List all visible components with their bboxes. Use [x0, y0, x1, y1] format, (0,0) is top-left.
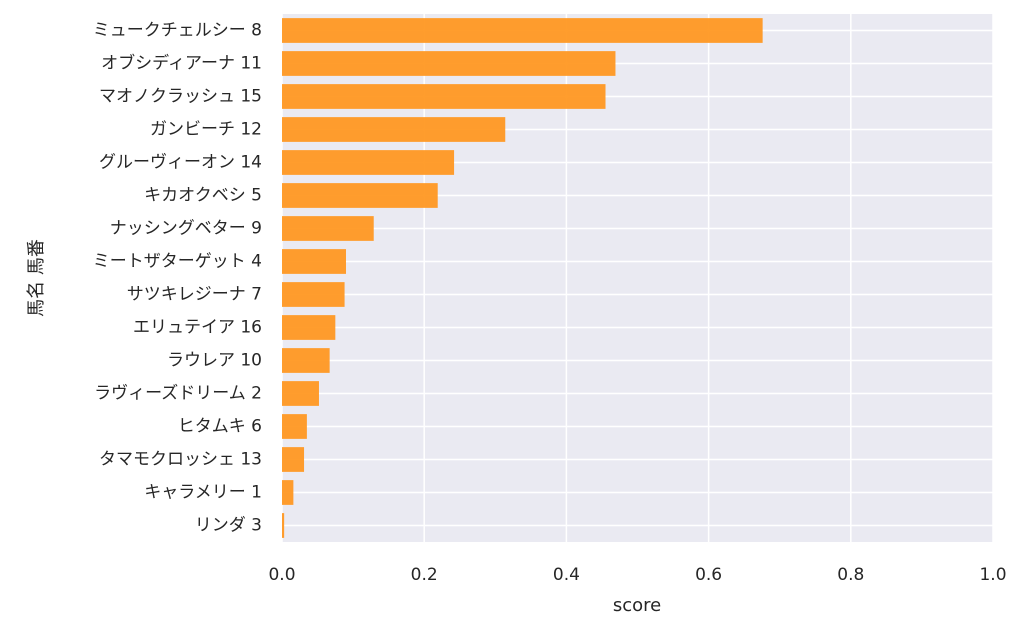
- bars: [282, 18, 763, 538]
- y-tick-label: ガンビーチ 12: [150, 120, 262, 140]
- y-tick-label: ラヴィーズドリーム 2: [94, 384, 262, 404]
- y-tick-label: マオノクラッシュ 15: [99, 87, 262, 107]
- bar: [282, 150, 455, 175]
- y-tick-label: ミュークチェルシー 8: [93, 21, 262, 41]
- y-tick-label: ヒタムキ 6: [178, 417, 262, 437]
- y-tick-label: エリュテイア 16: [133, 318, 262, 338]
- x-tick-label: 0.4: [553, 565, 580, 585]
- y-tick-label: キカオクベシ 5: [144, 186, 262, 206]
- y-tick-label: サツキレジーナ 7: [127, 285, 262, 305]
- bar: [282, 216, 374, 241]
- y-axis-label: 馬名 馬番: [26, 239, 47, 317]
- x-tick-label: 0.6: [695, 565, 722, 585]
- y-tick-label: グルーヴィーオン 14: [99, 153, 262, 173]
- x-tick-label: 1.0: [979, 565, 1006, 585]
- bar: [282, 480, 294, 505]
- bar: [282, 117, 506, 142]
- bar: [282, 315, 336, 340]
- bar: [282, 249, 346, 274]
- x-tick-label: 0.0: [268, 565, 295, 585]
- bar: [282, 51, 616, 76]
- y-tick-label: リンダ 3: [195, 516, 262, 536]
- bar: [282, 381, 319, 406]
- bar: [282, 447, 305, 472]
- y-tick-label: ラウレア 10: [167, 351, 262, 371]
- x-axis-label: score: [613, 595, 661, 616]
- bar: [282, 183, 438, 208]
- bar: [282, 513, 285, 538]
- y-tick-label: ナッシングベター 9: [110, 219, 262, 239]
- x-tick-labels: 0.0 0.2 0.4 0.6 0.8 1.0: [268, 565, 1006, 585]
- y-tick-label: タマモクロッシェ 13: [99, 450, 262, 470]
- y-tick-label: ミートザターゲット 4: [93, 252, 262, 272]
- bar: [282, 84, 606, 109]
- bar: [282, 18, 763, 43]
- x-tick-label: 0.2: [411, 565, 438, 585]
- bar: [282, 414, 307, 439]
- x-tick-label: 0.8: [837, 565, 864, 585]
- bar: [282, 348, 330, 373]
- y-tick-label: キャラメリー 1: [144, 483, 262, 503]
- y-tick-labels: ミュークチェルシー 8 オブシディアーナ 11 マオノクラッシュ 15 ガンビーチ 1…: [93, 21, 262, 536]
- y-tick-label: オブシディアーナ 11: [101, 53, 262, 74]
- bar: [282, 282, 345, 307]
